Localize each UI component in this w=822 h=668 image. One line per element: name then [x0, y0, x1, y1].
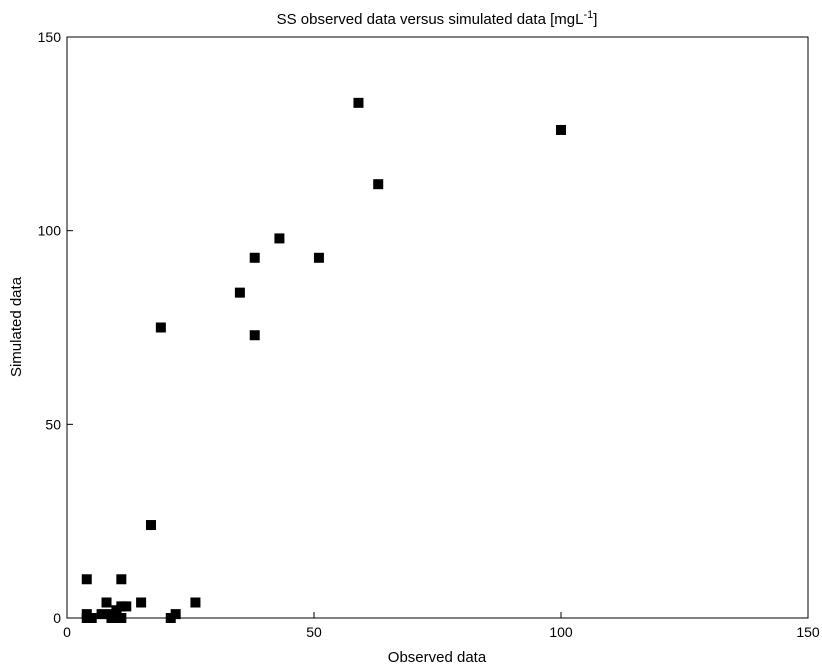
- chart-title: SS observed data versus simulated data […: [277, 9, 598, 28]
- data-point: [353, 97, 364, 108]
- x-tick-label: 100: [549, 624, 573, 640]
- data-point: [249, 252, 260, 263]
- data-point: [274, 233, 285, 244]
- data-points: [81, 97, 566, 623]
- x-axis: 0 50 100 150: [63, 612, 820, 640]
- y-tick-label: 150: [38, 29, 62, 45]
- x-tick-label: 0: [63, 624, 71, 640]
- y-tick-label: 0: [53, 610, 61, 626]
- data-point: [556, 124, 566, 135]
- data-point: [190, 597, 201, 608]
- x-tick-label: 50: [306, 624, 322, 640]
- data-point: [96, 609, 107, 620]
- data-point: [86, 613, 97, 623]
- data-point: [234, 287, 245, 298]
- data-point: [101, 597, 112, 608]
- data-point: [155, 322, 166, 333]
- data-point: [313, 252, 324, 263]
- data-point: [81, 574, 92, 585]
- y-tick-label: 50: [45, 416, 61, 432]
- data-point: [145, 520, 156, 531]
- data-point: [249, 330, 260, 341]
- y-axis-title: Simulated data: [8, 276, 25, 377]
- x-tick-label: 150: [796, 624, 820, 640]
- data-point: [170, 609, 181, 620]
- plot-area-frame: [66, 36, 809, 619]
- data-point: [373, 179, 384, 190]
- y-tick-label: 100: [38, 223, 62, 239]
- data-point: [116, 574, 127, 585]
- data-point: [121, 601, 132, 612]
- x-axis-title: Observed data: [388, 649, 487, 666]
- data-point: [116, 613, 127, 623]
- y-axis: 0 50 100 150: [38, 29, 73, 626]
- data-point: [136, 597, 147, 608]
